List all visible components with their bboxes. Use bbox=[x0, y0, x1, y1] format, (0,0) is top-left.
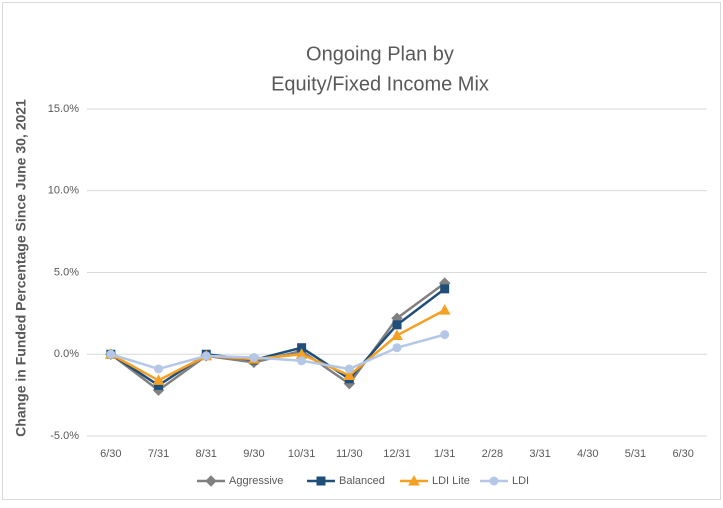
legend-label: Balanced bbox=[339, 475, 385, 487]
marker bbox=[440, 284, 450, 294]
x-tick-label: 8/31 bbox=[196, 448, 217, 460]
marker bbox=[316, 476, 326, 486]
marker bbox=[392, 343, 402, 353]
y-tick-label: 10.0% bbox=[48, 185, 79, 197]
x-tick-label: 12/31 bbox=[383, 448, 411, 460]
marker bbox=[440, 330, 450, 340]
x-tick-label: 3/31 bbox=[529, 448, 550, 460]
chart-title: Equity/Fixed Income Mix bbox=[271, 73, 489, 95]
marker bbox=[249, 353, 259, 363]
x-tick-label: 7/31 bbox=[148, 448, 169, 460]
x-tick-label: 9/30 bbox=[243, 448, 264, 460]
marker bbox=[205, 475, 217, 487]
legend-label: LDI Lite bbox=[432, 475, 470, 487]
marker bbox=[392, 320, 402, 330]
marker bbox=[106, 349, 116, 359]
marker bbox=[489, 476, 499, 486]
marker bbox=[391, 329, 403, 340]
y-axis-title: Change in Funded Percentage Since June 3… bbox=[13, 99, 29, 437]
legend-label: LDI bbox=[512, 475, 529, 487]
marker bbox=[343, 369, 356, 381]
x-tick-label: 6/30 bbox=[100, 448, 121, 460]
series-line bbox=[110, 309, 446, 382]
x-tick-label: 5/31 bbox=[625, 448, 646, 460]
series-line bbox=[110, 333, 446, 371]
marker bbox=[408, 474, 420, 486]
legend-label: Aggressive bbox=[229, 475, 283, 487]
y-tick-label: 0.0% bbox=[54, 348, 79, 360]
marker bbox=[152, 374, 165, 385]
x-tick-label: 10/31 bbox=[288, 448, 316, 460]
y-tick-label: -5.0% bbox=[50, 430, 79, 442]
marker bbox=[438, 304, 451, 315]
marker bbox=[297, 356, 307, 366]
series-line bbox=[110, 287, 446, 387]
y-tick-label: 15.0% bbox=[48, 103, 79, 115]
marker bbox=[154, 364, 164, 374]
marker bbox=[344, 364, 354, 374]
marker bbox=[201, 351, 211, 361]
chart-border bbox=[2, 2, 721, 500]
y-tick-label: 5.0% bbox=[54, 266, 79, 278]
x-tick-label: 1/31 bbox=[434, 448, 455, 460]
x-tick-label: 6/30 bbox=[672, 448, 693, 460]
x-tick-label: 11/30 bbox=[336, 448, 363, 460]
chart-title: Ongoing Plan by bbox=[306, 43, 454, 65]
x-tick-label: 4/30 bbox=[577, 448, 598, 460]
x-tick-label: 2/28 bbox=[482, 448, 503, 460]
